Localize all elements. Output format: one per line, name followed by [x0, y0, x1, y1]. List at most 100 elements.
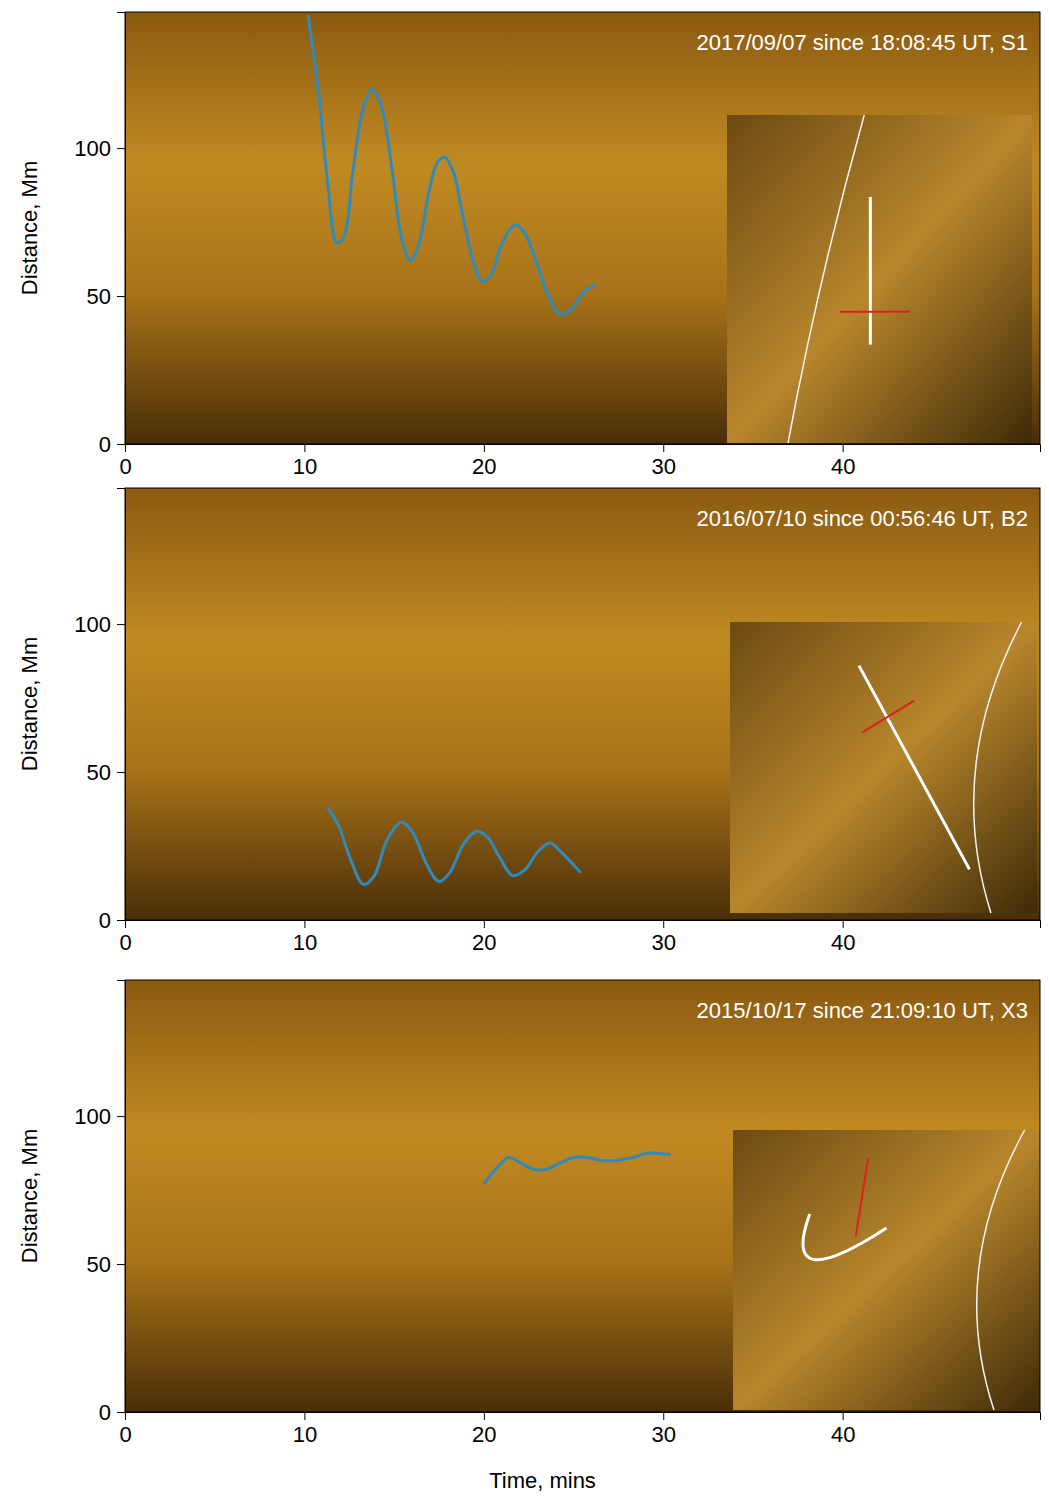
inset-limb [788, 115, 864, 443]
y-tick: 100 [74, 612, 125, 637]
x-tick: 40 [831, 444, 855, 479]
y-tick-mark [117, 444, 125, 445]
x-tick-mark [304, 1412, 305, 1420]
inset-image [733, 1130, 1040, 1410]
x-axis-line [126, 1413, 1041, 1421]
x-tick: 0 [119, 920, 131, 955]
y-tick-mark [117, 624, 125, 625]
y-tick: 0 [99, 1400, 125, 1425]
marks [484, 1153, 671, 1184]
y-axis: 0 50 100 [74, 981, 125, 1425]
y-axis-line [117, 489, 126, 921]
plot-background [125, 980, 1040, 1412]
y-tick-mark [117, 1412, 125, 1413]
x-tick-mark [843, 444, 844, 452]
x-tick-label: 40 [831, 454, 855, 479]
panel-title: 2015/10/17 since 21:09:10 UT, X3 [697, 998, 1028, 1023]
fit-curve [328, 808, 581, 885]
x-tick: 20 [472, 920, 496, 955]
x-tick-mark [484, 444, 485, 452]
y-tick-mark [117, 296, 125, 297]
x-tick: 0 [119, 444, 131, 479]
inset-cut [856, 1158, 868, 1236]
x-tick-mark [125, 444, 126, 452]
x-axis: 0 10 20 30 40 [119, 444, 1040, 479]
y-tick-label: 100 [74, 136, 111, 161]
x-tick-label: 0 [119, 930, 131, 955]
marks [308, 15, 595, 314]
inset [730, 622, 1037, 913]
x-tick-mark [663, 1412, 664, 1420]
y-tick-label: 100 [74, 1104, 111, 1129]
x-tick-label: 10 [293, 930, 317, 955]
x-axis-line [126, 445, 1041, 453]
x-tick-label: 30 [651, 454, 675, 479]
y-tick: 50 [87, 760, 125, 785]
x-tick-label: 30 [651, 1422, 675, 1447]
panel-title: 2017/09/07 since 18:08:45 UT, S1 [697, 30, 1028, 55]
x-tick-mark [663, 920, 664, 928]
y-tick: 100 [74, 1104, 125, 1129]
y-tick: 0 [99, 908, 125, 933]
inset-limb [974, 622, 1022, 913]
x-tick: 30 [651, 1412, 675, 1447]
y-tick-mark [117, 148, 125, 149]
x-tick-mark [125, 920, 126, 928]
x-tick-label: 0 [119, 1422, 131, 1447]
x-tick: 10 [293, 1412, 317, 1447]
y-tick-label: 50 [87, 284, 111, 309]
y-tick-mark [117, 920, 125, 921]
y-tick: 0 [99, 432, 125, 457]
x-tick-mark [125, 1412, 126, 1420]
inset-cut [840, 311, 910, 313]
x-tick-label: 10 [293, 454, 317, 479]
x-axis: 0 10 20 30 40 [119, 1412, 1040, 1447]
plot-frame [125, 12, 1040, 444]
plot-frame [125, 488, 1040, 920]
x-tick-label: 20 [472, 1422, 496, 1447]
y-axis-title: Distance, Mm [17, 1129, 42, 1263]
inset [727, 115, 1032, 443]
y-axis-title: Distance, Mm [17, 637, 42, 771]
plot-frame [125, 980, 1040, 1412]
y-tick-mark [117, 1264, 125, 1265]
x-tick-label: 20 [472, 930, 496, 955]
y-tick-label: 0 [99, 1400, 111, 1425]
y-axis: 0 50 100 [74, 489, 125, 933]
x-tick-mark [484, 1412, 485, 1420]
x-tick: 40 [831, 920, 855, 955]
inset-cut [862, 701, 914, 733]
plot-background [125, 488, 1040, 920]
x-axis-line [126, 921, 1041, 929]
x-tick: 30 [651, 920, 675, 955]
y-tick-label: 0 [99, 432, 111, 457]
inset-slit [803, 1214, 887, 1260]
x-axis-title: Time, mins [489, 1468, 596, 1493]
y-tick: 100 [74, 136, 125, 161]
y-tick-label: 100 [74, 612, 111, 637]
panel: 0 10 20 30 40 0 50 100 Distance, Mm Time, mins 201… [17, 980, 1041, 1493]
y-tick: 50 [87, 1252, 125, 1277]
panel: 010203040050100Distance, Mm2017/09/07 si… [17, 12, 1041, 479]
x-tick-mark [304, 920, 305, 928]
x-tick: 30 [651, 444, 675, 479]
x-tick-label: 20 [472, 454, 496, 479]
y-tick-mark [117, 1116, 125, 1117]
marks [328, 808, 581, 885]
figure: 010203040050100Distance, Mm2017/09/07 si… [0, 0, 1049, 1504]
inset-slit [869, 197, 872, 345]
x-tick: 10 [293, 920, 317, 955]
x-tick-label: 0 [119, 454, 131, 479]
panel: 010203040050100Distance, Mm2016/07/10 si… [17, 488, 1041, 955]
y-tick-label: 0 [99, 908, 111, 933]
y-axis-line [117, 981, 126, 1413]
inset-image [730, 622, 1037, 913]
inset-limb [977, 1130, 1025, 1410]
y-axis-line [117, 13, 126, 445]
inset-slit [859, 666, 970, 870]
fit-curve [308, 15, 595, 314]
y-tick-label: 50 [87, 760, 111, 785]
x-tick: 40 [831, 1412, 855, 1447]
x-tick: 20 [472, 444, 496, 479]
plot-background [125, 12, 1040, 444]
